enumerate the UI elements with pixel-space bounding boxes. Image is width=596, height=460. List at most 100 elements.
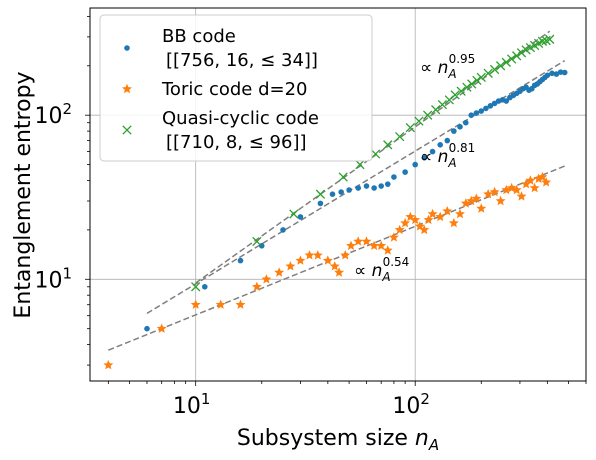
data-point [191,282,201,292]
data-point [511,184,522,195]
fit-label-var: n [438,58,449,78]
data-point [391,174,397,180]
legend-label: Toric code d=20 [161,79,308,100]
data-point [489,186,500,197]
fit-label-prefix: ∝ [420,147,438,167]
data-point [455,208,465,219]
data-point [361,236,372,246]
data-point [376,240,387,250]
data-point [472,75,482,86]
data-point [400,217,411,228]
fit-labels: ∝ nA0.95∝ nA0.81∝ nA0.54 [354,52,475,284]
data-point [355,159,365,170]
data-point [215,299,226,309]
data-point [251,281,262,292]
fit-label-sub: A [447,67,456,81]
data-point [405,122,415,133]
fit-label-sub: A [381,270,390,284]
y-tick-label-base: 10 [34,268,62,293]
data-point [448,217,459,228]
fit-label: ∝ nA0.81 [420,141,475,170]
series-1 [144,69,568,332]
y-tick-label: 101 [34,264,72,293]
data-point [487,103,494,109]
data-point [382,245,393,255]
data-point [334,267,345,277]
data-point [340,250,351,260]
x-tick-label-base: 10 [392,394,420,419]
data-point [533,173,544,183]
data-point [491,100,498,107]
data-point [346,187,352,193]
data-point [437,142,444,148]
data-point [412,161,418,168]
legend-label: BB code [162,26,236,47]
data-point [201,284,208,290]
data-point [471,193,482,203]
data-point [437,99,448,110]
data-point [529,182,540,193]
data-point [476,72,486,83]
data-point [384,181,391,187]
data-point [369,240,380,250]
legend-label: [[710, 8, ≤ 96]] [166,132,307,153]
data-point [394,224,405,235]
data-point [489,64,500,75]
data-point [516,191,527,201]
data-point [503,98,510,104]
fit-label-exponent: 0.81 [449,141,476,155]
data-point [402,169,408,175]
data-point [429,148,436,155]
data-point [338,189,344,195]
data-point [355,185,362,191]
x-tick-label-exponent: 2 [420,390,430,408]
y-tick-label-exponent: 1 [62,264,72,282]
data-point [363,183,370,189]
x-tick-label-base: 10 [173,394,201,419]
data-point [541,177,552,187]
data-point [462,82,472,92]
fit-label-var: n [438,147,449,167]
data-point [395,131,405,142]
data-point [545,34,555,44]
data-point [144,325,150,332]
data-point [483,105,489,112]
legend-marker [122,83,132,94]
fit-label-exponent: 0.95 [449,52,476,66]
x-tick-label-exponent: 1 [201,390,211,408]
data-point [537,171,548,182]
data-point [414,116,424,126]
data-point [521,45,531,55]
fit-label-sub: A [447,156,456,170]
fit-label: ∝ nA0.54 [354,255,409,284]
fit-label-var: n [372,261,383,281]
data-point [419,224,430,235]
data-point [329,261,340,271]
data-point [235,299,246,309]
data-point [466,195,477,206]
data-marks [103,34,568,370]
data-point [506,54,517,64]
data-point [370,149,381,159]
data-point [460,198,471,208]
data-point [103,359,114,370]
data-point [462,119,469,126]
data-point [190,299,201,309]
legend-label: Quasi-cyclic code [162,108,319,129]
series-2 [103,171,552,370]
data-point [295,255,306,265]
data-point [410,214,421,225]
data-point [329,191,336,198]
data-point [495,61,506,71]
data-point [297,214,304,220]
data-point [501,57,511,67]
data-point [516,48,527,58]
data-point [442,206,453,216]
data-point [444,137,451,144]
data-point [549,70,555,77]
data-point [525,175,536,185]
data-point [431,105,441,115]
data-point [274,267,285,277]
fit-label-prefix: ∝ [354,261,372,281]
